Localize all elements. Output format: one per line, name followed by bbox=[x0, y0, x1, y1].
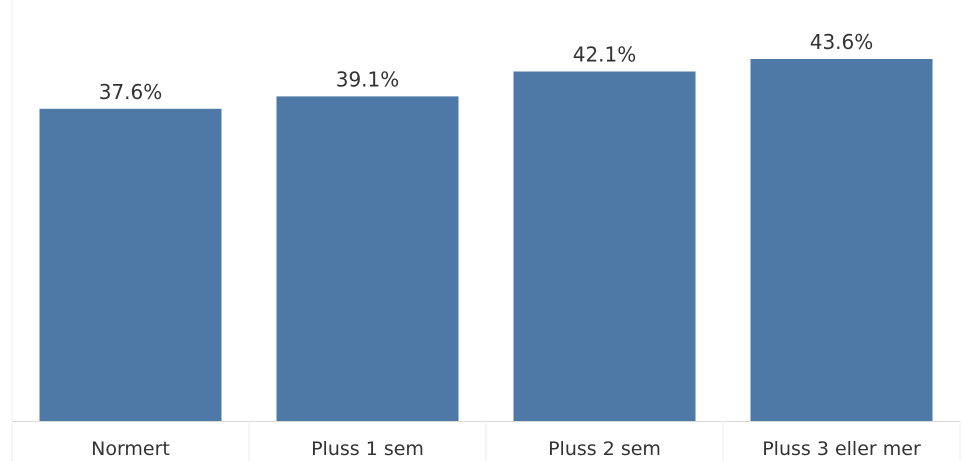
value-label-normert: 37.6% bbox=[99, 80, 163, 104]
x-tick-labels: Normert Pluss 1 sem Pluss 2 sem Pluss 3 ell… bbox=[91, 438, 921, 460]
bar-normert bbox=[39, 108, 222, 422]
bars-layer bbox=[39, 59, 933, 422]
tick-label-normert: Normert bbox=[91, 438, 170, 460]
value-label-pluss-2-sem: 42.1% bbox=[573, 43, 637, 67]
value-label-pluss-3-eller-mer: 43.6% bbox=[810, 30, 874, 54]
value-label-pluss-1-sem: 39.1% bbox=[336, 67, 400, 91]
bar-pluss-2-sem bbox=[513, 71, 696, 421]
tick-label-pluss-1-sem: Pluss 1 sem bbox=[311, 438, 424, 460]
tick-label-pluss-2-sem: Pluss 2 sem bbox=[548, 438, 661, 460]
bar-pluss-3-eller-mer bbox=[750, 59, 933, 421]
bar-pluss-1-sem bbox=[276, 96, 459, 422]
value-labels-layer: 37.6% 39.1% 42.1% 43.6% bbox=[99, 30, 874, 104]
tick-label-pluss-3-eller-mer: Pluss 3 eller mer bbox=[762, 438, 921, 460]
category-dividers bbox=[11, 0, 961, 461]
